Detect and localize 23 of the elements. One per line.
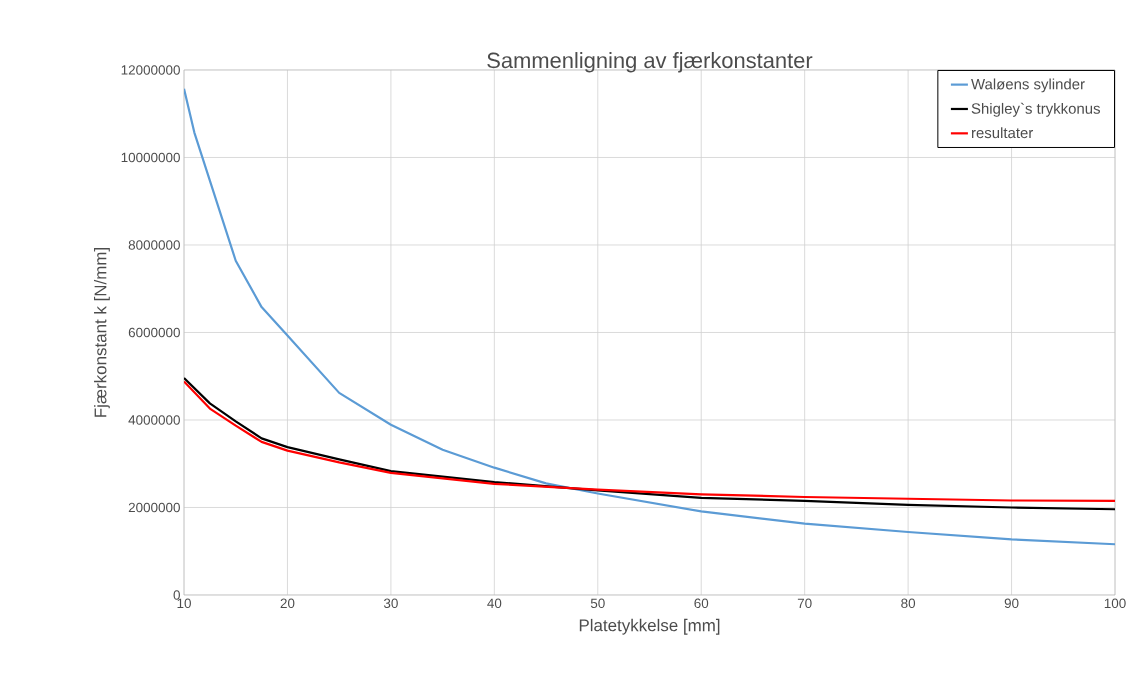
y-axis-title: Fjærkonstant k [N/mm] [94, 248, 110, 417]
x-tick-label: 90 [1004, 598, 1019, 609]
y-tick-label: 10000000 [121, 152, 180, 163]
x-tick-label: 60 [694, 598, 709, 609]
legend-label: resultater [971, 127, 1034, 139]
x-tick-label: 100 [1104, 598, 1126, 609]
x-tick-label: 80 [901, 598, 916, 609]
x-axis-title: Platetykkelse [mm] [579, 618, 720, 635]
x-tick-label: 20 [280, 598, 295, 609]
legend-label: Shigley`s trykkonus [971, 102, 1100, 117]
x-tick-label: 70 [797, 598, 812, 609]
x-tick-label: 30 [383, 598, 398, 609]
y-tick-label: 12000000 [121, 65, 180, 75]
y-tick-label: 2000000 [128, 502, 180, 513]
y-tick-label: 6000000 [128, 327, 180, 338]
x-tick-label: 50 [590, 598, 605, 609]
x-tick-label: 10 [177, 598, 191, 609]
chart-title: Sammenligning av fjærkonstanter [487, 52, 813, 73]
y-tick-label: 0 [173, 590, 180, 600]
x-tick-label: 40 [487, 598, 502, 609]
y-tick-label: 4000000 [128, 415, 180, 425]
y-tick-label: 8000000 [128, 240, 180, 250]
legend-label: Waløens sylinder [971, 78, 1085, 93]
